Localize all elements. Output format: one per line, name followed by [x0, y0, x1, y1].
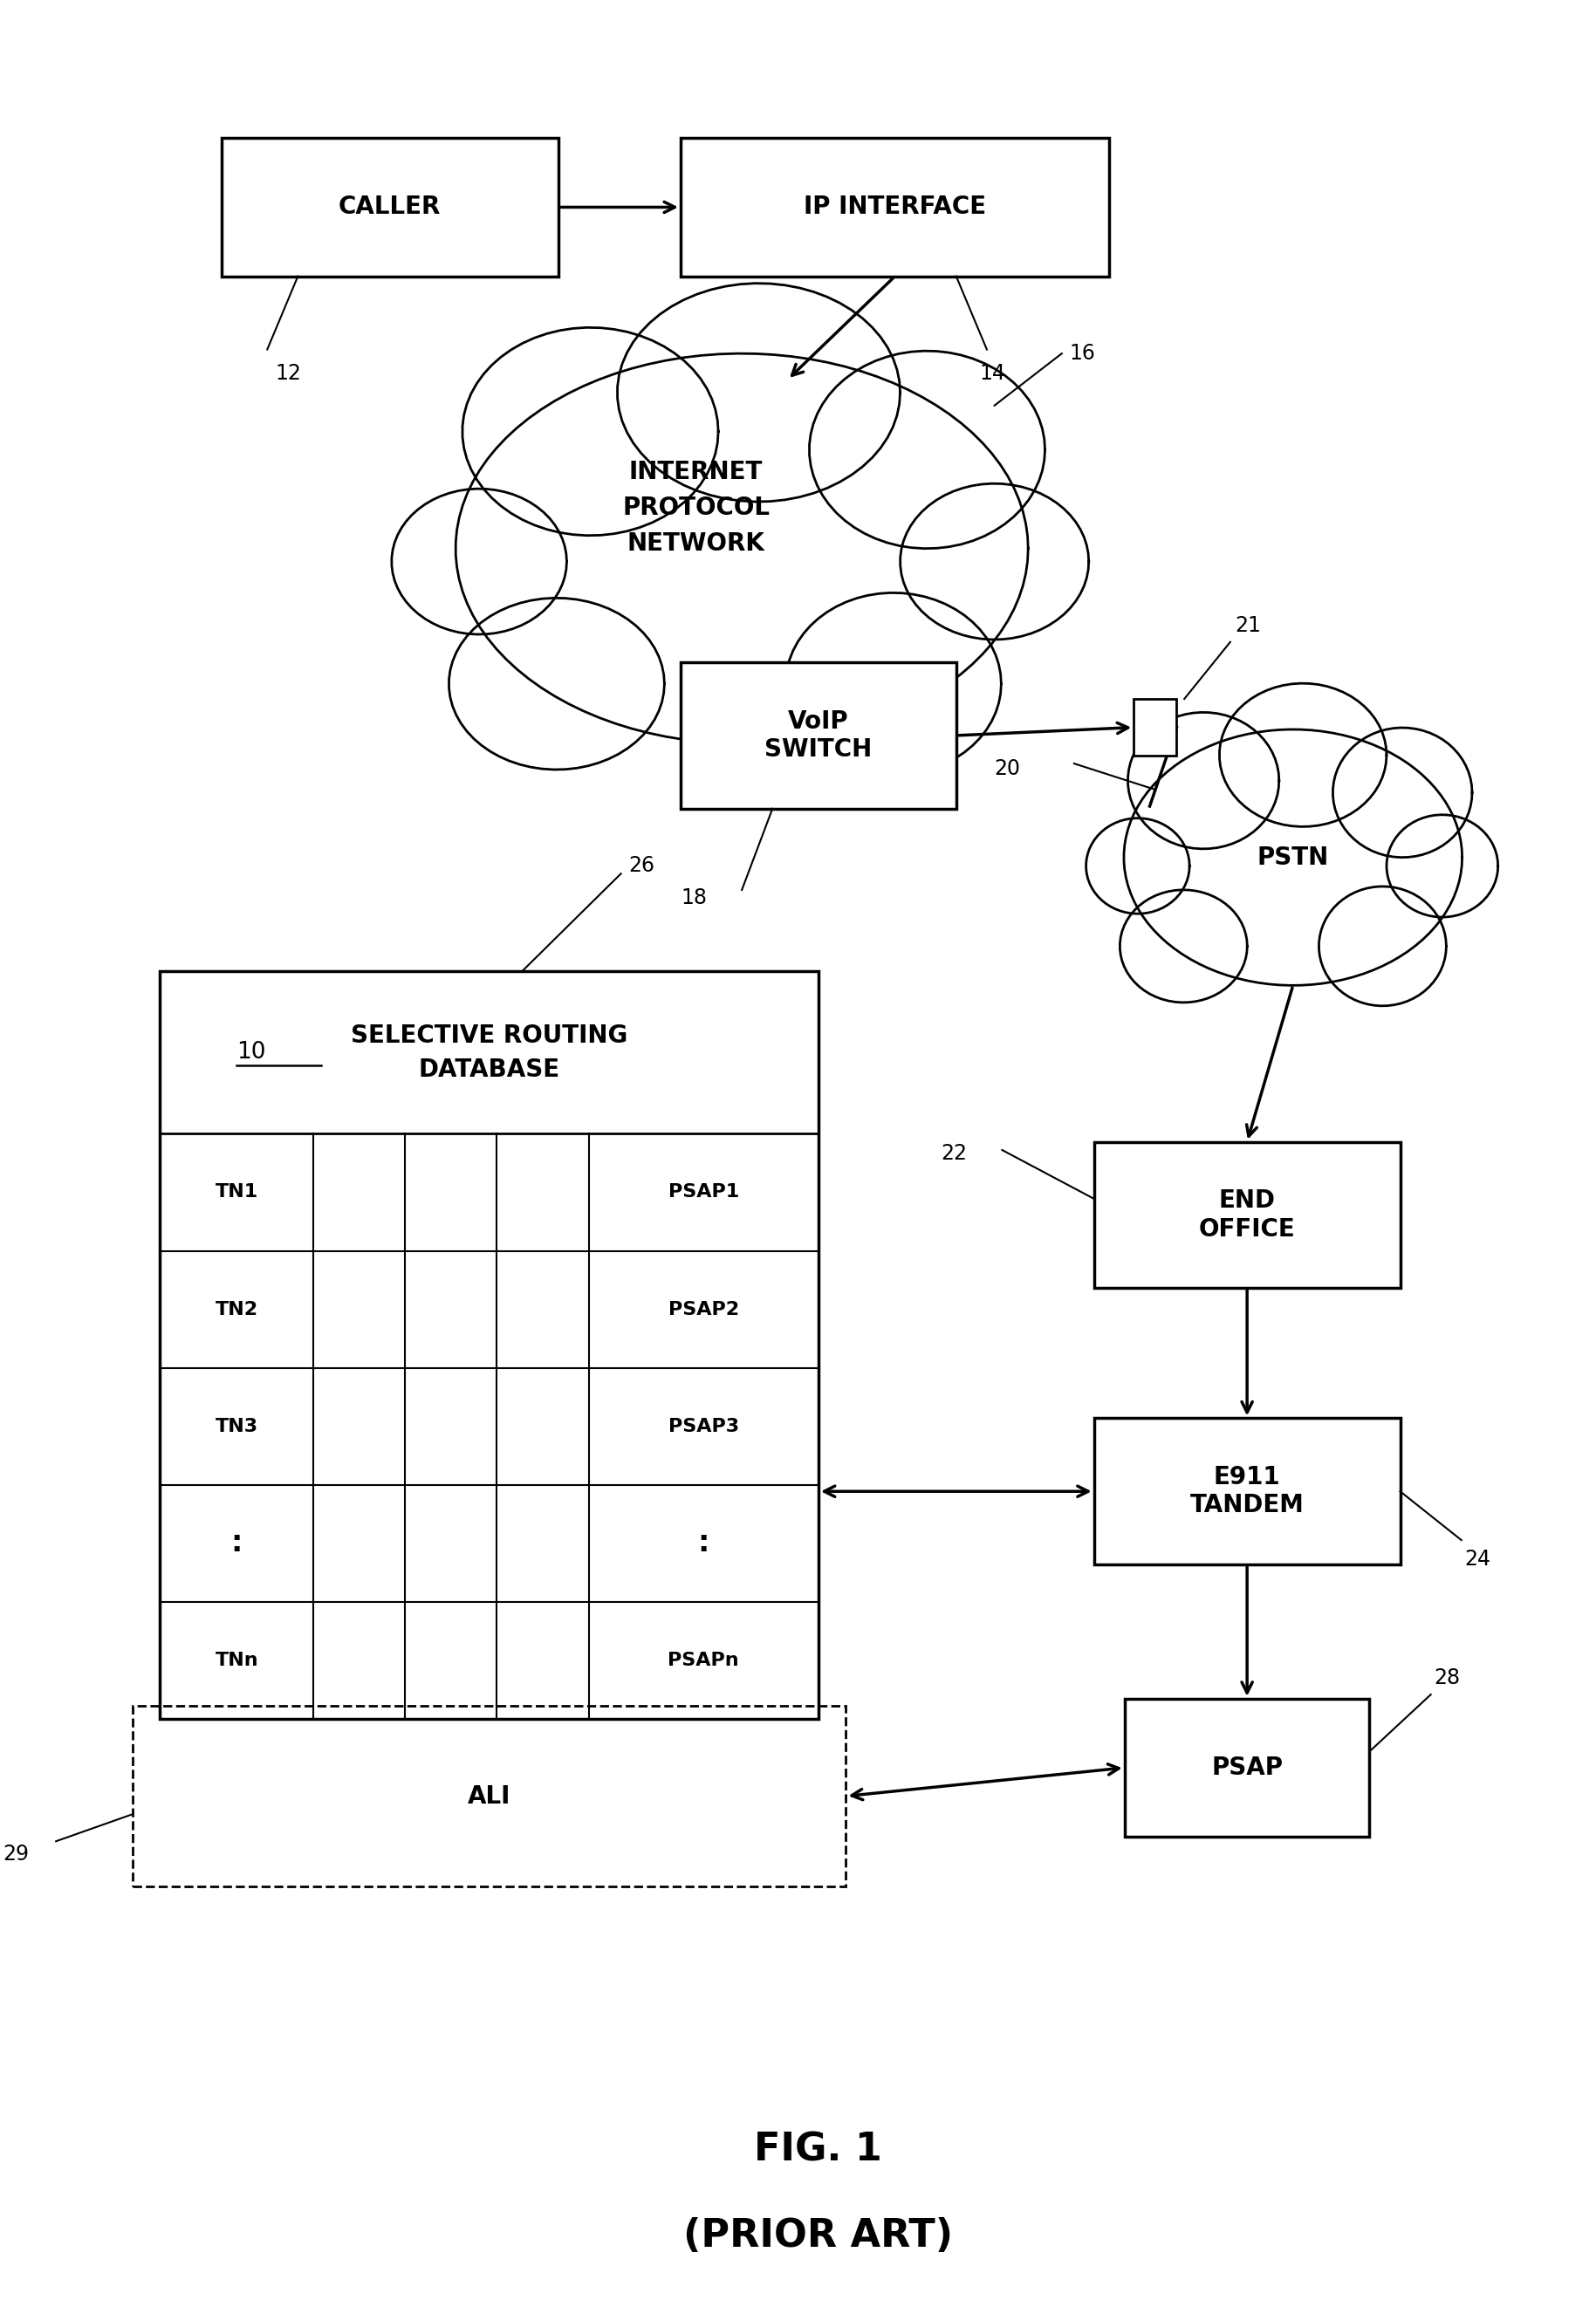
Text: PSAPn: PSAPn [669, 1651, 739, 1670]
Text: FIG. 1: FIG. 1 [755, 2132, 883, 2169]
Ellipse shape [448, 598, 664, 771]
Ellipse shape [1124, 729, 1462, 984]
Text: PSAP3: PSAP3 [669, 1417, 739, 1435]
Ellipse shape [1318, 886, 1446, 1005]
Ellipse shape [1120, 890, 1246, 1003]
Text: VoIP
SWITCH: VoIP SWITCH [764, 708, 871, 761]
Text: 14: 14 [980, 363, 1005, 384]
Bar [1093, 1141, 1400, 1288]
Bar [222, 138, 559, 276]
Bar [1125, 1700, 1369, 1838]
Bar [680, 662, 956, 810]
Text: (PRIOR ART): (PRIOR ART) [683, 2217, 953, 2254]
Text: 16: 16 [1069, 343, 1095, 363]
Text: PSAP2: PSAP2 [669, 1300, 739, 1318]
Text: 21: 21 [1235, 616, 1261, 637]
Text: CALLER: CALLER [338, 196, 440, 218]
Text: IP INTERFACE: IP INTERFACE [804, 196, 986, 218]
Text: 10: 10 [236, 1042, 267, 1065]
Text: 18: 18 [680, 888, 707, 908]
Text: PSTN: PSTN [1258, 844, 1329, 869]
Ellipse shape [785, 593, 1001, 775]
Text: 29: 29 [3, 1842, 29, 1865]
Text: ALI: ALI [468, 1785, 511, 1808]
Bar [1133, 699, 1176, 757]
Text: 20: 20 [994, 759, 1021, 780]
Ellipse shape [463, 327, 718, 536]
Text: PSAP: PSAP [1211, 1755, 1283, 1780]
Text: TN3: TN3 [215, 1417, 259, 1435]
Ellipse shape [618, 283, 900, 501]
Text: END
OFFICE: END OFFICE [1199, 1189, 1296, 1242]
Text: PSAP1: PSAP1 [669, 1184, 739, 1201]
Text: 26: 26 [629, 856, 654, 876]
Ellipse shape [900, 483, 1088, 639]
Ellipse shape [1219, 683, 1387, 826]
Bar [680, 138, 1109, 276]
Ellipse shape [1085, 819, 1189, 913]
Text: :: : [231, 1530, 243, 1557]
Text: TN1: TN1 [215, 1184, 259, 1201]
Text: 28: 28 [1433, 1668, 1460, 1688]
Ellipse shape [809, 352, 1045, 547]
Text: INTERNET
PROTOCOL
NETWORK: INTERNET PROTOCOL NETWORK [622, 460, 769, 557]
Text: :: : [697, 1530, 710, 1557]
Text: E911
TANDEM: E911 TANDEM [1191, 1465, 1304, 1518]
Bar [132, 1707, 846, 1886]
Text: 12: 12 [275, 363, 302, 384]
Ellipse shape [455, 354, 1028, 743]
Bar [160, 971, 819, 1718]
Ellipse shape [1128, 713, 1278, 849]
Text: 22: 22 [942, 1143, 967, 1164]
Text: TNn: TNn [215, 1651, 259, 1670]
Ellipse shape [1387, 814, 1499, 918]
Text: TN2: TN2 [215, 1300, 259, 1318]
Ellipse shape [1333, 727, 1472, 858]
Bar [1093, 1419, 1400, 1564]
Text: SELECTIVE ROUTING
DATABASE: SELECTIVE ROUTING DATABASE [351, 1024, 627, 1081]
Text: 24: 24 [1465, 1550, 1491, 1571]
Ellipse shape [391, 488, 567, 635]
